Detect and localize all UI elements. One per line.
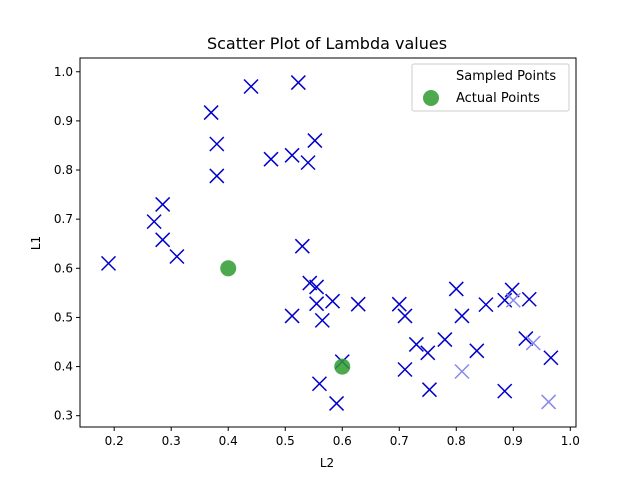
sampled-point-marker [421,382,438,398]
sampled-point-marker [454,308,470,324]
y-tick-label: 0.9 [54,114,73,128]
legend-box [411,63,570,112]
y-axis-label: L1 [29,236,43,250]
sampled-point-marker [169,248,185,265]
sampled-point-marker [209,168,225,184]
sampled-point-marker [209,136,225,152]
sampled-point-marker [284,308,300,324]
sampled-point-marker [314,312,330,328]
legend-marker-actual [423,90,439,106]
plot-frame [79,57,577,428]
sampled-point-marker [294,238,310,254]
y-tick-label: 0.8 [54,163,73,177]
sampled-point-marker [302,275,318,291]
sampled-point-marker [505,292,521,308]
markers-layer [100,75,559,411]
x-tick-label: 0.8 [447,434,466,448]
sampled-point-marker [311,376,327,392]
actual-point-marker [220,260,237,277]
sampled-point-marker [437,332,453,348]
sampled-point-marker [263,151,279,167]
sampled-point-marker [397,361,413,378]
x-tick-label: 0.6 [333,434,352,448]
x-tick-label: 0.4 [219,434,238,448]
sampled-point-marker [525,335,541,351]
sampled-point-marker [497,383,513,399]
sampled-point-marker [243,78,259,95]
sampled-point-marker [543,350,559,366]
sampled-point-marker [309,296,325,312]
y-tick-label: 0.3 [54,409,73,423]
sampled-point-marker [325,293,341,309]
y-tick-label: 0.7 [54,212,73,226]
sampled-point-marker [454,363,470,380]
sampled-point-marker [350,296,366,312]
x-tick-label: 0.5 [276,434,295,448]
legend-label-sampled: Sampled Points [456,69,556,84]
x-axis-label: L2 [320,456,334,470]
sampled-point-marker [448,281,464,297]
sampled-point-marker [155,232,171,248]
x-tick-label: 0.3 [162,434,181,448]
sampled-point-marker [155,196,171,212]
legend-label-actual: Actual Points [456,91,540,106]
sampled-point-marker [408,336,424,352]
sampled-point-marker [521,291,537,307]
sampled-point-marker [420,345,436,361]
x-tick-label: 0.9 [504,434,523,448]
y-tick-label: 1.0 [54,65,73,79]
chart-title: Scatter Plot of Lambda values [207,34,447,53]
y-tick-label: 0.6 [54,261,73,275]
sampled-point-marker [541,394,557,410]
actual-point-marker [334,358,351,375]
plot-area [79,57,577,428]
x-axis-ticks: 0.2 0.3 0.4 0.5 0.6 0.7 0.8 0.9 1.0 [105,427,580,448]
sampled-point-marker [307,133,323,149]
y-tick-label: 0.4 [54,360,73,374]
legend: Sampled Points Actual Points [411,63,570,112]
sampled-point-marker [300,155,316,171]
sampled-point-marker [329,395,345,411]
y-tick-label: 0.5 [54,310,73,324]
y-axis-ticks: 0.3 0.4 0.5 0.6 0.7 0.8 0.9 1.0 [54,65,80,423]
sampled-point-marker [518,331,534,347]
sampled-point-marker [203,105,219,121]
sampled-point-marker [284,147,300,163]
sampled-point-marker [391,296,407,312]
sampled-point-marker [478,297,494,313]
sampled-point-marker [146,214,162,230]
sampled-point-marker [469,343,485,359]
sampled-point-marker [290,75,306,91]
x-tick-label: 0.2 [105,434,124,448]
sampled-point-marker [100,255,117,271]
x-tick-label: 0.7 [390,434,409,448]
sampled-point-marker [397,308,413,324]
x-tick-label: 1.0 [561,434,580,448]
sampled-point-marker [309,279,325,295]
